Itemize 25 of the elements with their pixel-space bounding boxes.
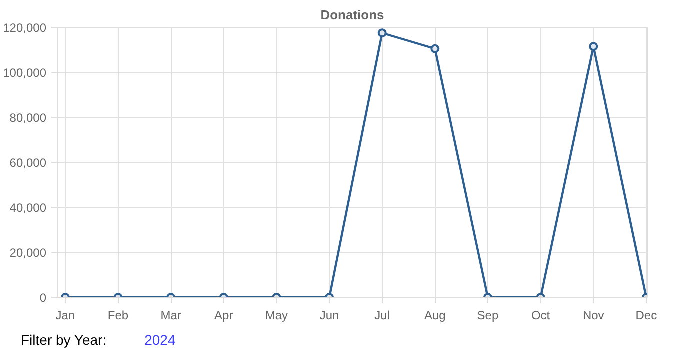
x-tick-label: May: [265, 308, 288, 322]
point: [589, 42, 598, 52]
x-tick-label: Aug: [424, 308, 446, 322]
x-tick-label: Sep: [477, 308, 499, 322]
y-tick-label: 20,000: [10, 246, 47, 260]
y-tick-label: 40,000: [10, 201, 47, 215]
x-tick-label: Jun: [320, 308, 340, 322]
x-tick-label: Dec: [636, 308, 658, 322]
point: [430, 44, 440, 54]
x-tick-label: Apr: [214, 308, 234, 322]
chart-title: Donations: [320, 8, 384, 22]
text: 2024: [144, 332, 176, 348]
y-tick-label: 100,000: [3, 66, 47, 80]
x-tick-label: Jul: [374, 308, 390, 322]
y-tick-label: 80,000: [10, 111, 47, 125]
x-tick-label: Mar: [160, 308, 182, 322]
y-tick-label: 120,000: [3, 21, 47, 35]
x-tick-label: Oct: [531, 308, 551, 322]
text: Filter by Year:: [21, 332, 107, 348]
x-tick-label: Nov: [582, 308, 604, 322]
x-tick-label: Feb: [108, 308, 129, 322]
x-tick-label: Jan: [56, 308, 76, 322]
y-tick-label: 0: [40, 291, 47, 305]
point: [378, 28, 387, 38]
y-tick-label: 60,000: [10, 156, 47, 170]
